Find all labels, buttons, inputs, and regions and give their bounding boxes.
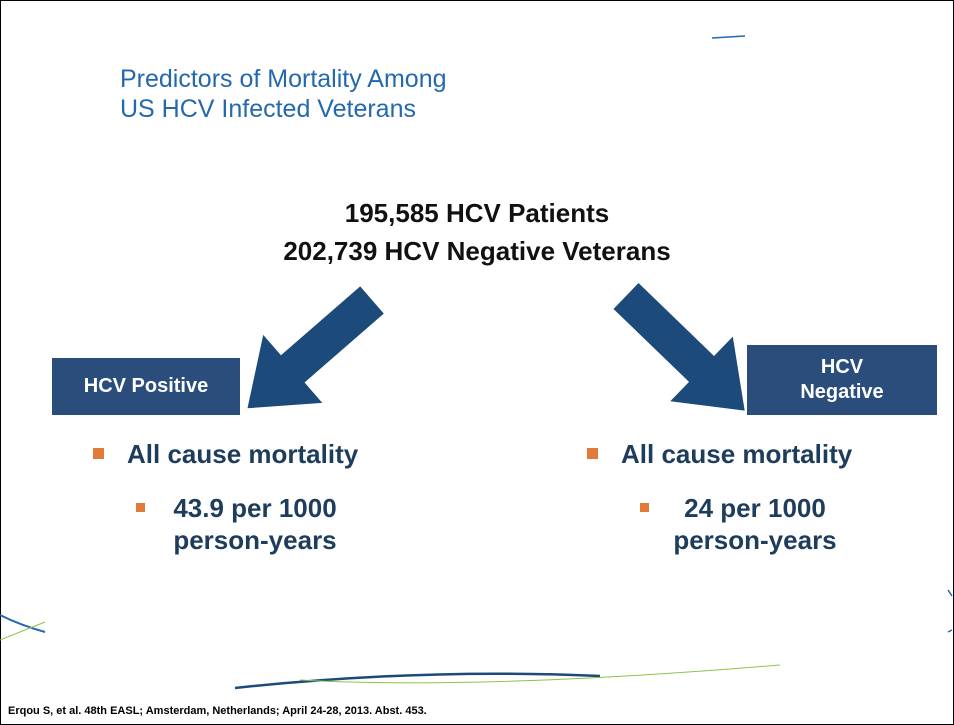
footer: Erqou S, et al. 48th EASL; Amsterdam, Ne… — [8, 705, 427, 717]
title-line: Predictors of Mortality Among — [120, 65, 447, 93]
summary: 195,585 HCV Patients 202,739 HCV Negativ… — [0, 194, 954, 270]
bullet: All cause mortality — [127, 439, 359, 469]
bullet-marker — [136, 503, 145, 512]
bullet: All cause mortality — [621, 439, 853, 469]
bullet-marker — [640, 503, 649, 512]
sub-bullet: 24 per 1000 person-years — [673, 493, 837, 555]
arrow-left — [247, 286, 384, 409]
group-label: HCV Positive — [52, 358, 240, 415]
sub-bullet: 43.9 per 1000 person-years — [173, 493, 337, 555]
title-line: US HCV Infected Veterans — [120, 95, 416, 123]
bullet-marker — [587, 448, 598, 459]
summary-line: 202,739 HCV Negative Veterans — [283, 236, 671, 266]
summary-line: 195,585 HCV Patients — [344, 198, 610, 228]
title: Predictors of Mortality Among US HCV Inf… — [120, 64, 447, 124]
bullet-marker — [93, 448, 104, 459]
arrow-right — [613, 283, 745, 411]
group-label: HCV Negative — [747, 345, 937, 415]
